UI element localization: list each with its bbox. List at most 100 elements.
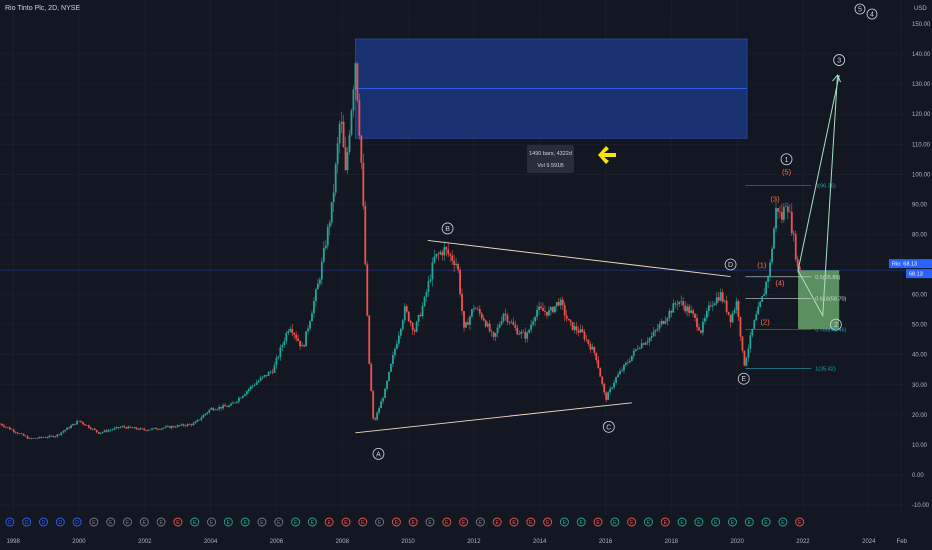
time-tick-label: 2000 <box>72 539 86 545</box>
event-marker[interactable] <box>778 517 788 527</box>
event-marker[interactable] <box>660 517 670 527</box>
candle-body <box>97 431 100 434</box>
candle-body <box>8 427 11 430</box>
event-marker[interactable] <box>509 517 519 527</box>
candle-body <box>707 305 710 311</box>
candle-body <box>666 318 669 322</box>
event-marker[interactable] <box>5 517 15 527</box>
event-marker[interactable] <box>576 517 586 527</box>
event-marker[interactable] <box>543 517 553 527</box>
event-marker[interactable] <box>559 517 569 527</box>
event-marker[interactable] <box>55 517 65 527</box>
event-marker[interactable] <box>240 517 250 527</box>
candle-body <box>745 357 748 366</box>
candle-body <box>208 409 211 413</box>
candle-body <box>267 372 270 376</box>
price-tick-label: 50.00 <box>912 323 928 329</box>
event-marker[interactable] <box>123 517 132 527</box>
candle-body <box>520 331 523 334</box>
event-marker[interactable] <box>728 517 737 527</box>
candle-body <box>490 331 493 333</box>
fib-level-label: 0.5(65.89) <box>815 275 840 281</box>
trendline-lower[interactable] <box>355 402 632 434</box>
event-marker[interactable] <box>744 517 754 527</box>
time-tick-label: 2002 <box>138 539 152 545</box>
event-marker[interactable] <box>442 517 452 527</box>
candle-body <box>634 349 637 351</box>
event-marker[interactable] <box>526 517 536 527</box>
event-marker[interactable] <box>22 517 32 527</box>
event-marker[interactable] <box>694 517 704 527</box>
event-marker[interactable] <box>324 517 334 527</box>
event-marker[interactable] <box>610 517 620 527</box>
candle-body <box>654 330 657 332</box>
candle-body <box>315 289 317 302</box>
event-marker[interactable] <box>89 517 99 527</box>
event-marker[interactable] <box>391 517 401 527</box>
event-marker[interactable] <box>39 517 48 527</box>
event-marker[interactable] <box>425 517 435 527</box>
target-zone[interactable] <box>798 270 840 330</box>
fib-retracement[interactable]: 0(96.36) 0.5(65.89) 0.618(58.70) 0.786(48.4… <box>745 183 847 372</box>
candle-body <box>354 63 357 90</box>
wave-label: A <box>376 451 381 458</box>
event-marker[interactable] <box>106 517 116 527</box>
event-marker[interactable] <box>307 517 317 527</box>
event-marker[interactable] <box>173 517 183 527</box>
event-marker[interactable] <box>257 517 267 527</box>
candle-body <box>127 426 130 429</box>
event-marker[interactable] <box>72 517 82 527</box>
candle-body <box>632 350 635 356</box>
event-marker[interactable] <box>291 517 301 527</box>
price-tick-label: 40.00 <box>912 353 928 359</box>
zones-layer <box>0 38 905 330</box>
event-marker[interactable] <box>375 517 385 527</box>
candle-body <box>285 333 288 342</box>
candle-body <box>202 415 205 418</box>
event-marker[interactable] <box>156 517 166 527</box>
candle-body <box>725 300 728 312</box>
event-marker[interactable] <box>223 517 233 527</box>
trendline-upper[interactable] <box>427 240 731 277</box>
event-marker[interactable] <box>207 517 216 527</box>
event-marker[interactable] <box>190 517 200 527</box>
event-marker[interactable] <box>627 517 637 527</box>
projection-path[interactable] <box>797 75 839 318</box>
candle-body <box>74 423 76 425</box>
projection-path-alt[interactable] <box>797 75 840 271</box>
event-marker[interactable] <box>677 517 687 527</box>
projection-arrows[interactable] <box>797 74 841 318</box>
event-marker[interactable] <box>711 517 721 527</box>
wave-circle <box>441 222 454 235</box>
candle-body <box>630 355 633 361</box>
event-marker[interactable] <box>459 517 469 527</box>
candle-body <box>648 337 651 342</box>
event-marker[interactable] <box>341 517 351 527</box>
event-marker[interactable] <box>761 517 771 527</box>
event-marker[interactable] <box>358 517 368 527</box>
candle-body <box>723 300 726 302</box>
trendlines-layer[interactable] <box>355 240 731 434</box>
candle-body <box>794 234 797 260</box>
wave-4-label: 4 <box>870 12 874 19</box>
time-axis[interactable]: 1998 2000 2002 2004 2006 2008 2010 2012 2014 2016… <box>6 539 907 545</box>
wave-label: 1 <box>785 157 789 164</box>
event-marker[interactable] <box>274 517 284 527</box>
candle-body <box>352 89 355 111</box>
event-marker[interactable] <box>643 517 653 527</box>
event-marker[interactable] <box>795 517 805 527</box>
event-marker[interactable] <box>139 517 149 527</box>
candle-body <box>498 324 501 328</box>
price-badge-value-bg <box>906 269 932 279</box>
event-marker[interactable] <box>475 517 485 527</box>
fib-level-label: 1(35.42) <box>815 366 836 372</box>
price-tick-label: 110.00 <box>912 142 931 148</box>
symbol-title[interactable]: Rio Tinto Plc, 2D, NYSE <box>5 5 81 12</box>
event-marker[interactable] <box>408 517 418 527</box>
event-marker[interactable] <box>492 517 502 527</box>
candle-body <box>141 428 144 429</box>
candle-body <box>87 425 90 428</box>
event-marker[interactable] <box>593 517 603 527</box>
